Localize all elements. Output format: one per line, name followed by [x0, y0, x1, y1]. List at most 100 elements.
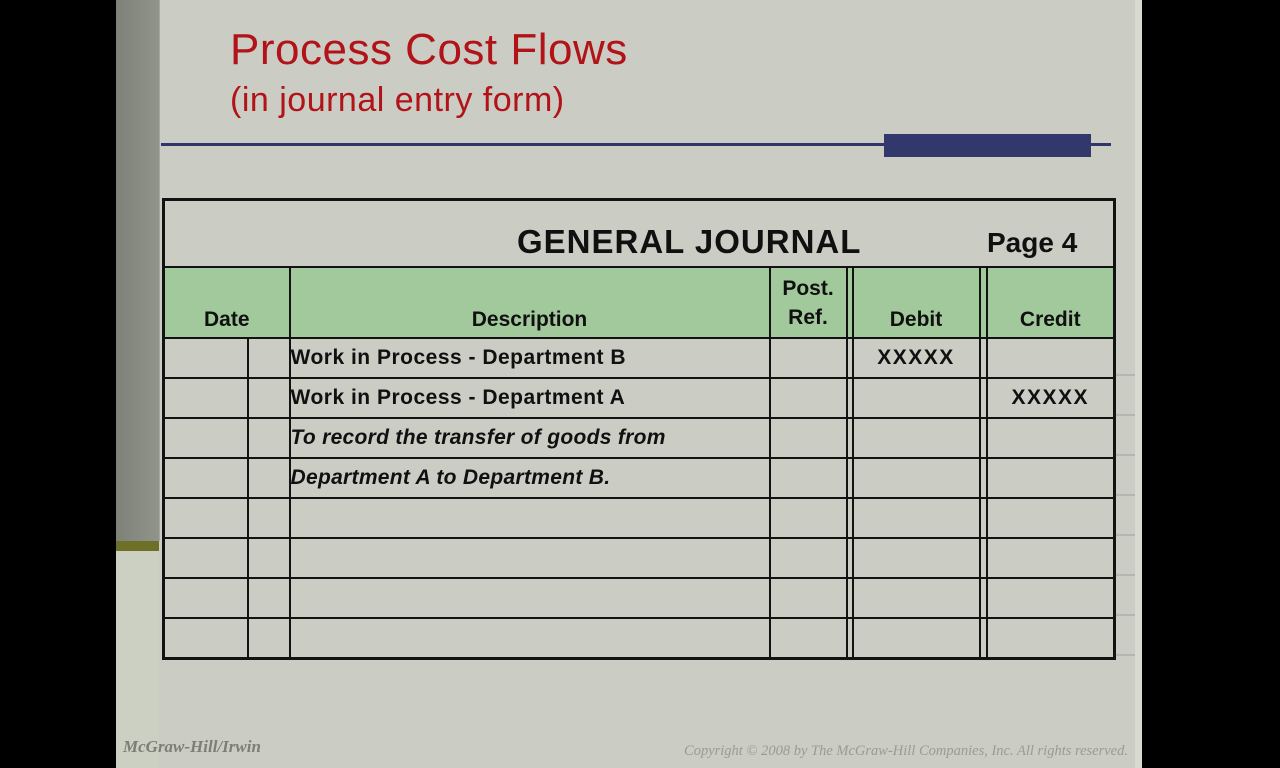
publisher-brand-label: McGraw-Hill/Irwin: [123, 737, 261, 756]
spacer-cell: [978, 497, 988, 539]
date-cell: [246, 337, 291, 379]
left-strip-dark-segment: [116, 0, 160, 541]
date-cell: [162, 537, 249, 579]
header-date: Date: [162, 266, 291, 339]
header-credit: Credit: [985, 266, 1116, 339]
date-cell: [162, 617, 249, 660]
date-cell: [162, 337, 249, 379]
spacer-cell: [845, 497, 854, 539]
post-ref-cell: [768, 617, 848, 660]
spacer-cell: [845, 617, 854, 660]
title-underline-rule: [161, 143, 1111, 146]
slide-title: Process Cost Flows (in journal entry for…: [230, 22, 628, 122]
credit-cell: [985, 537, 1116, 579]
general-journal-table: GENERAL JOURNAL Page 4 Date Description …: [162, 198, 1116, 660]
date-cell: [246, 617, 291, 660]
slide-title-line2: (in journal entry form): [230, 81, 565, 119]
date-cell: [162, 577, 249, 619]
spacer-cell: [978, 577, 988, 619]
header-debit: Debit: [851, 266, 981, 339]
copyright-notice: Copyright © 2008 by The McGraw-Hill Comp…: [684, 743, 1128, 759]
journal-row-6: [162, 537, 1116, 579]
credit-cell: XXXXX: [985, 377, 1116, 419]
journal-row-4: Department A to Department B.: [162, 457, 1116, 499]
spacer-cell: [978, 337, 988, 379]
credit-cell: [985, 617, 1116, 660]
spacer-cell: [845, 537, 854, 579]
description-cell: Work in Process - Department A: [288, 377, 771, 419]
debit-cell: [851, 497, 981, 539]
post-ref-cell: [768, 337, 848, 379]
spacer-cell: [978, 417, 988, 459]
post-ref-cell: [768, 457, 848, 499]
debit-cell: XXXXX: [851, 337, 981, 379]
debit-cell: [851, 457, 981, 499]
date-cell: [246, 457, 291, 499]
journal-row-8: [162, 617, 1116, 660]
journal-row-3: To record the transfer of goods from: [162, 417, 1116, 459]
slide-left-accent-strip: [116, 0, 160, 768]
date-cell: [246, 497, 291, 539]
spacer-cell: [978, 617, 988, 660]
spacer-cell: [845, 377, 854, 419]
credit-cell: [985, 417, 1116, 459]
date-cell: [246, 417, 291, 459]
spacer-cell: [845, 577, 854, 619]
journal-header-row: Date Description Post. Ref. Debit Credit: [162, 266, 1116, 339]
description-cell: [288, 577, 771, 619]
credit-cell: [985, 577, 1116, 619]
date-cell: [162, 417, 249, 459]
journal-page-number: Page 4: [987, 227, 1078, 258]
journal-row-5: [162, 497, 1116, 539]
slide-right-edge-highlight: [1135, 0, 1142, 768]
post-ref-cell: [768, 537, 848, 579]
header-spacer-1: [845, 266, 854, 339]
date-cell: [246, 577, 291, 619]
slide: Process Cost Flows (in journal entry for…: [116, 0, 1142, 768]
spacer-cell: [845, 457, 854, 499]
post-ref-cell: [768, 577, 848, 619]
journal-title-row: GENERAL JOURNAL Page 4: [162, 198, 1116, 268]
description-cell: [288, 617, 771, 660]
post-ref-cell: [768, 497, 848, 539]
description-cell: [288, 497, 771, 539]
spacer-cell: [845, 337, 854, 379]
header-post-ref-line2: Ref.: [788, 306, 828, 329]
date-cell: [246, 537, 291, 579]
spacer-cell: [978, 537, 988, 579]
journal-row-7: [162, 577, 1116, 619]
title-accent-bar: [884, 134, 1091, 157]
date-cell: [162, 377, 249, 419]
description-cell: To record the transfer of goods from: [288, 417, 771, 459]
debit-cell: [851, 537, 981, 579]
spacer-cell: [978, 457, 988, 499]
header-spacer-2: [978, 266, 988, 339]
post-ref-cell: [768, 417, 848, 459]
header-post-ref-line1: Post.: [782, 277, 834, 300]
journal-row-1: Work in Process - Department B XXXXX: [162, 337, 1116, 379]
header-post-ref: Post. Ref.: [768, 266, 848, 339]
description-cell: [288, 537, 771, 579]
journal-row-2: Work in Process - Department A XXXXX: [162, 377, 1116, 419]
debit-cell: [851, 617, 981, 660]
date-cell: [162, 497, 249, 539]
description-cell: Work in Process - Department B: [288, 337, 771, 379]
date-cell: [162, 457, 249, 499]
debit-cell: [851, 377, 981, 419]
date-cell: [246, 377, 291, 419]
spacer-cell: [845, 417, 854, 459]
debit-cell: [851, 417, 981, 459]
spacer-cell: [978, 377, 988, 419]
header-description: Description: [288, 266, 771, 339]
description-cell: Department A to Department B.: [288, 457, 771, 499]
credit-cell: [985, 337, 1116, 379]
post-ref-cell: [768, 377, 848, 419]
left-strip-olive-line: [116, 541, 159, 551]
journal-heading: GENERAL JOURNAL: [517, 223, 862, 260]
debit-cell: [851, 577, 981, 619]
slide-title-line1: Process Cost Flows: [230, 25, 628, 74]
credit-cell: [985, 457, 1116, 499]
credit-cell: [985, 497, 1116, 539]
left-strip-light-segment: [116, 551, 159, 768]
